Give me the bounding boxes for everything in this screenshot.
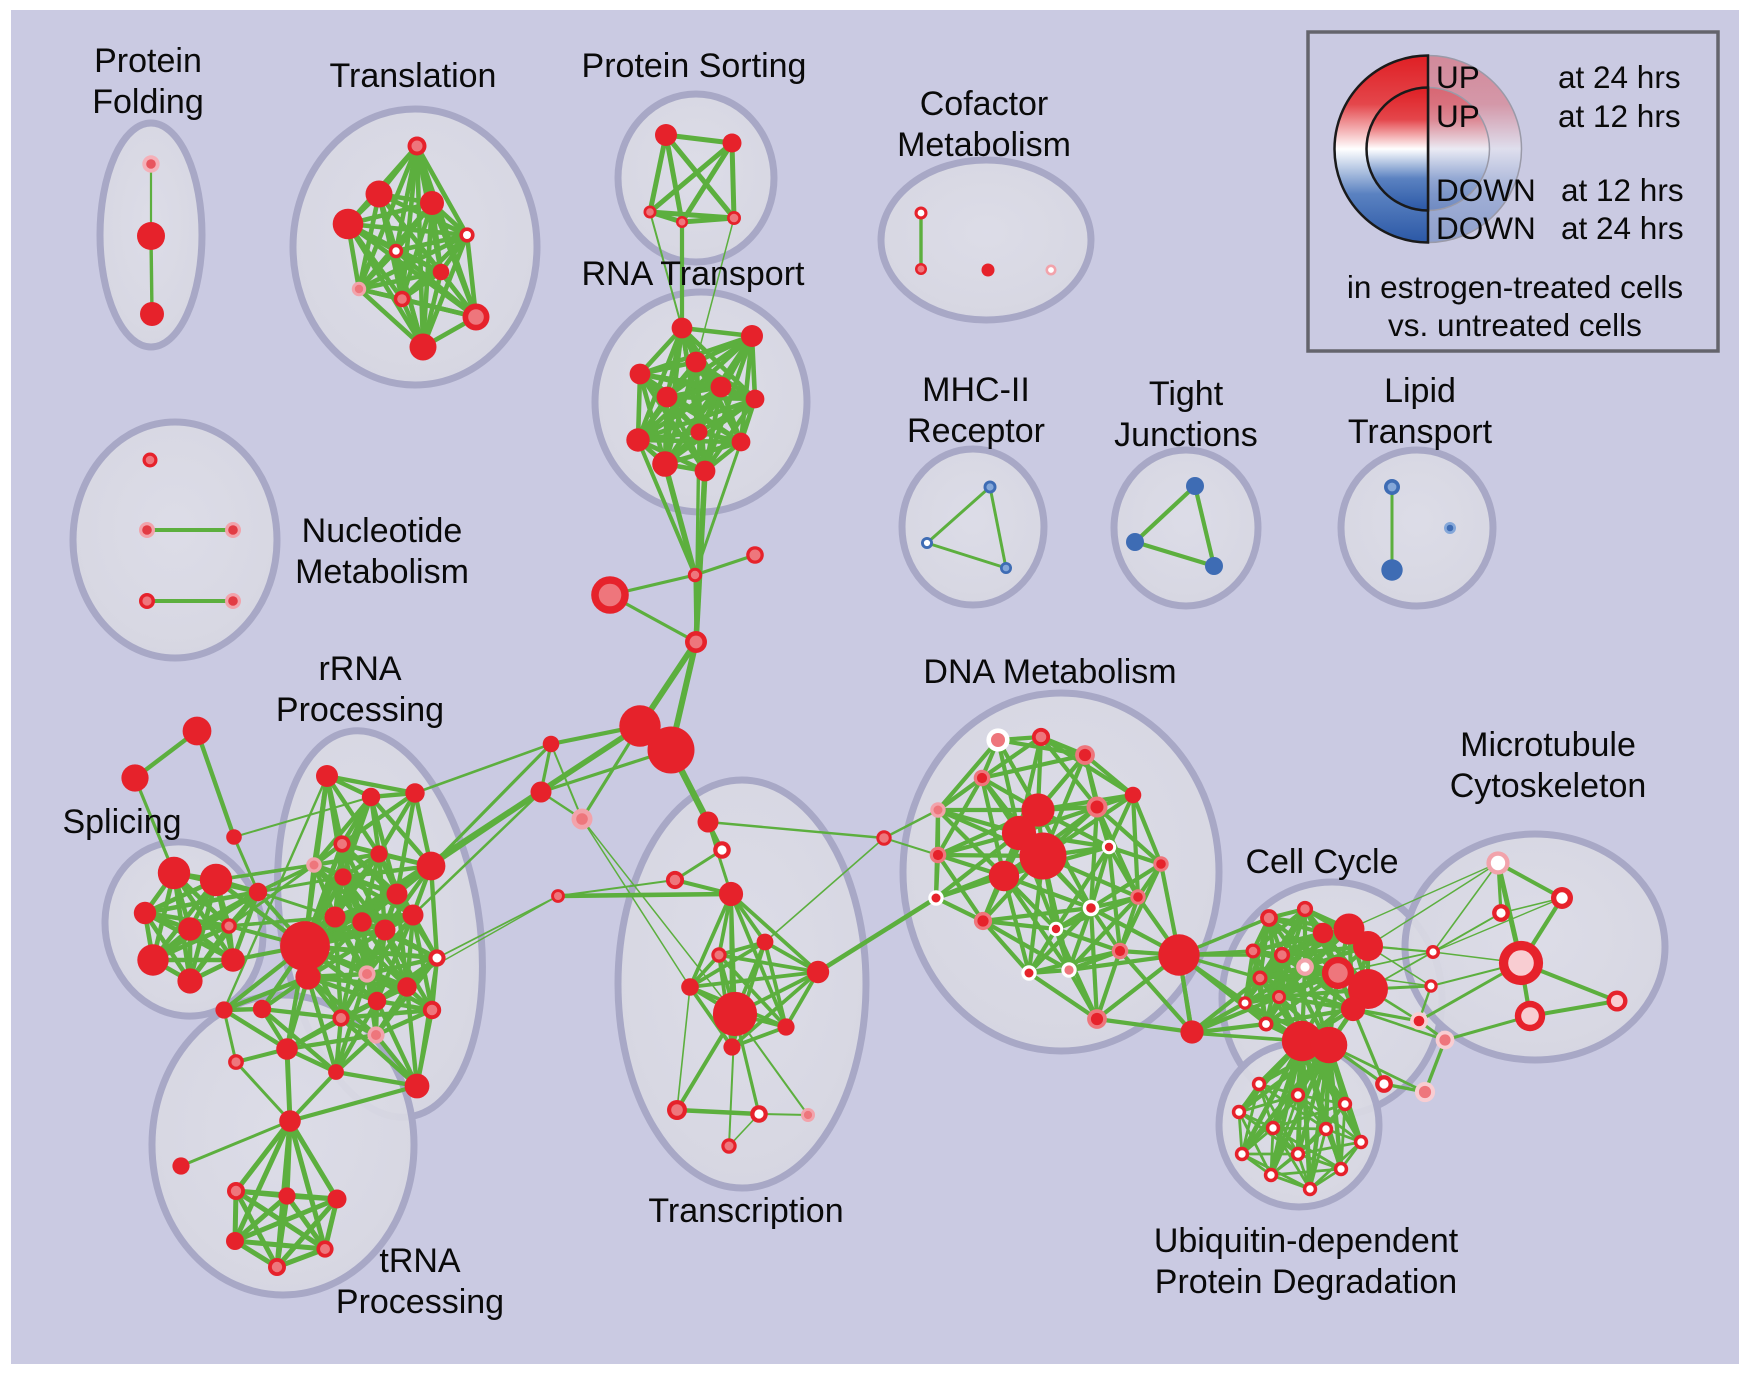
svg-text:Transport: Transport xyxy=(1348,413,1493,451)
svg-text:Protein Sorting: Protein Sorting xyxy=(582,47,807,85)
svg-text:vs. untreated cells: vs. untreated cells xyxy=(1388,307,1642,343)
svg-text:Cofactor: Cofactor xyxy=(920,85,1049,123)
svg-text:Receptor: Receptor xyxy=(907,412,1045,450)
svg-text:tRNA: tRNA xyxy=(379,1242,461,1280)
svg-text:at 12 hrs: at 12 hrs xyxy=(1558,98,1681,134)
svg-text:at 12 hrs: at 12 hrs xyxy=(1561,172,1684,208)
svg-text:Cell Cycle: Cell Cycle xyxy=(1245,843,1398,881)
svg-text:Translation: Translation xyxy=(330,57,497,95)
svg-text:Tight: Tight xyxy=(1149,375,1224,413)
svg-text:DOWN: DOWN xyxy=(1436,172,1536,208)
svg-text:UP: UP xyxy=(1436,59,1480,95)
svg-text:Protein: Protein xyxy=(94,42,202,80)
svg-text:Metabolism: Metabolism xyxy=(897,126,1071,164)
svg-text:at 24 hrs: at 24 hrs xyxy=(1561,210,1684,246)
svg-text:Folding: Folding xyxy=(92,83,204,121)
svg-text:DOWN: DOWN xyxy=(1436,210,1536,246)
svg-text:Junctions: Junctions xyxy=(1114,416,1258,454)
svg-text:DNA Metabolism: DNA Metabolism xyxy=(923,653,1176,691)
svg-text:RNA Transport: RNA Transport xyxy=(582,255,806,293)
svg-text:UP: UP xyxy=(1436,98,1480,134)
svg-text:Lipid: Lipid xyxy=(1384,372,1456,410)
svg-text:rRNA: rRNA xyxy=(318,650,401,688)
svg-text:Protein Degradation: Protein Degradation xyxy=(1155,1263,1457,1301)
svg-text:Metabolism: Metabolism xyxy=(295,553,469,591)
svg-text:Cytoskeleton: Cytoskeleton xyxy=(1450,767,1647,805)
svg-text:Processing: Processing xyxy=(276,691,444,729)
svg-text:in estrogen-treated cells: in estrogen-treated cells xyxy=(1347,269,1683,305)
svg-text:Nucleotide: Nucleotide xyxy=(302,512,463,550)
svg-text:Ubiquitin-dependent: Ubiquitin-dependent xyxy=(1154,1222,1459,1260)
svg-text:Splicing: Splicing xyxy=(62,803,181,841)
svg-text:MHC-II: MHC-II xyxy=(922,371,1030,409)
svg-text:Transcription: Transcription xyxy=(648,1192,843,1230)
svg-text:Processing: Processing xyxy=(336,1283,504,1321)
svg-text:at 24 hrs: at 24 hrs xyxy=(1558,59,1681,95)
svg-text:Microtubule: Microtubule xyxy=(1460,726,1636,764)
